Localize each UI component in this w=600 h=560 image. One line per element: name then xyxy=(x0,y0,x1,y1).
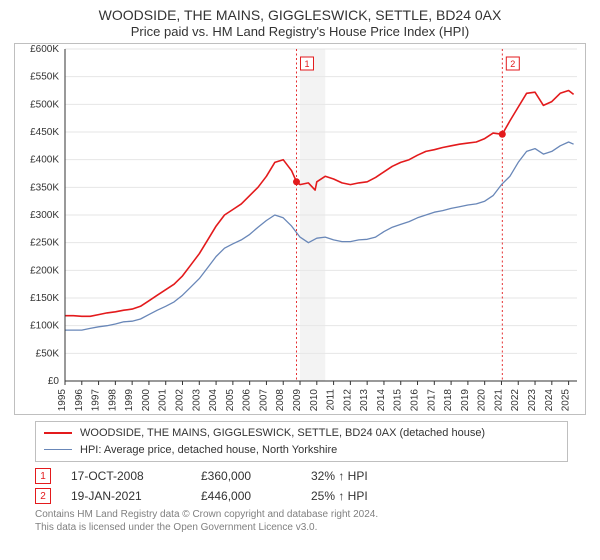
svg-text:2008: 2008 xyxy=(275,389,286,412)
svg-text:2003: 2003 xyxy=(191,389,202,412)
svg-text:1999: 1999 xyxy=(124,389,135,412)
footer-attribution: Contains HM Land Registry data © Crown c… xyxy=(35,508,568,534)
svg-text:2023: 2023 xyxy=(527,389,538,412)
sales-table: 1 17-OCT-2008£360,00032% ↑ HPI 2 19-JAN-202… xyxy=(35,468,568,504)
svg-text:£100K: £100K xyxy=(30,321,59,332)
svg-text:2000: 2000 xyxy=(141,389,152,412)
sale-price: £360,000 xyxy=(201,469,311,483)
svg-text:£450K: £450K xyxy=(30,127,59,138)
svg-text:2017: 2017 xyxy=(426,389,437,412)
svg-text:2012: 2012 xyxy=(342,389,353,412)
sale-row: 2 19-JAN-2021£446,00025% ↑ HPI xyxy=(35,488,568,504)
svg-text:2002: 2002 xyxy=(175,389,186,412)
sale-row: 1 17-OCT-2008£360,00032% ↑ HPI xyxy=(35,468,568,484)
svg-text:2022: 2022 xyxy=(510,389,521,412)
svg-text:1995: 1995 xyxy=(57,389,68,412)
svg-text:£600K: £600K xyxy=(30,44,59,55)
svg-text:£550K: £550K xyxy=(30,72,59,83)
footer-line: Contains HM Land Registry data © Crown c… xyxy=(35,508,568,521)
sale-hpi: 32% ↑ HPI xyxy=(311,469,368,483)
svg-text:2024: 2024 xyxy=(544,389,555,412)
svg-text:2015: 2015 xyxy=(393,389,404,412)
legend-swatch xyxy=(44,449,72,450)
svg-text:2021: 2021 xyxy=(493,389,504,412)
sale-hpi: 25% ↑ HPI xyxy=(311,489,368,503)
sale-marker-box: 1 xyxy=(35,468,51,484)
svg-text:£50K: £50K xyxy=(36,349,60,360)
sale-date: 19-JAN-2021 xyxy=(71,489,201,503)
sale-marker-box: 2 xyxy=(35,488,51,504)
svg-text:1998: 1998 xyxy=(107,389,118,412)
svg-text:2016: 2016 xyxy=(410,389,421,412)
svg-text:1: 1 xyxy=(304,59,309,69)
svg-text:£300K: £300K xyxy=(30,210,59,221)
svg-text:2009: 2009 xyxy=(292,389,303,412)
legend-label: WOODSIDE, THE MAINS, GIGGLESWICK, SETTLE… xyxy=(80,425,485,442)
svg-text:2011: 2011 xyxy=(326,389,337,411)
svg-text:2025: 2025 xyxy=(561,389,572,412)
svg-text:1997: 1997 xyxy=(91,389,102,412)
svg-text:2006: 2006 xyxy=(242,389,253,412)
svg-text:2019: 2019 xyxy=(460,389,471,412)
svg-text:£350K: £350K xyxy=(30,183,59,194)
chart-subtitle: Price paid vs. HM Land Registry's House … xyxy=(0,24,600,43)
svg-text:2020: 2020 xyxy=(477,389,488,412)
svg-text:2005: 2005 xyxy=(225,389,236,412)
svg-text:2004: 2004 xyxy=(208,389,219,412)
svg-text:2010: 2010 xyxy=(309,389,320,412)
footer-line: This data is licensed under the Open Gov… xyxy=(35,521,568,534)
svg-text:£0: £0 xyxy=(48,376,60,387)
svg-text:1996: 1996 xyxy=(74,389,85,412)
svg-text:£500K: £500K xyxy=(30,100,59,111)
svg-text:2001: 2001 xyxy=(158,389,169,412)
svg-text:£400K: £400K xyxy=(30,155,59,166)
price-chart: £0 £50K £100K £150K £200K £250K £300K £350K £400… xyxy=(15,44,585,414)
legend: WOODSIDE, THE MAINS, GIGGLESWICK, SETTLE… xyxy=(35,421,568,462)
legend-item: WOODSIDE, THE MAINS, GIGGLESWICK, SETTLE… xyxy=(44,425,559,442)
sale-date: 17-OCT-2008 xyxy=(71,469,201,483)
svg-text:2: 2 xyxy=(510,59,515,69)
chart-title: WOODSIDE, THE MAINS, GIGGLESWICK, SETTLE… xyxy=(0,0,600,24)
legend-item: HPI: Average price, detached house, Nort… xyxy=(44,442,559,459)
svg-text:£150K: £150K xyxy=(30,293,59,304)
svg-text:2013: 2013 xyxy=(359,389,370,412)
sale-price: £446,000 xyxy=(201,489,311,503)
legend-swatch xyxy=(44,432,72,434)
svg-text:2014: 2014 xyxy=(376,389,387,412)
legend-label: HPI: Average price, detached house, Nort… xyxy=(80,442,337,459)
svg-text:2007: 2007 xyxy=(258,389,269,412)
chart-container: £0 £50K £100K £150K £200K £250K £300K £350K £400… xyxy=(14,43,586,415)
svg-text:£200K: £200K xyxy=(30,266,59,277)
svg-text:2018: 2018 xyxy=(443,389,454,412)
svg-text:£250K: £250K xyxy=(30,238,59,249)
